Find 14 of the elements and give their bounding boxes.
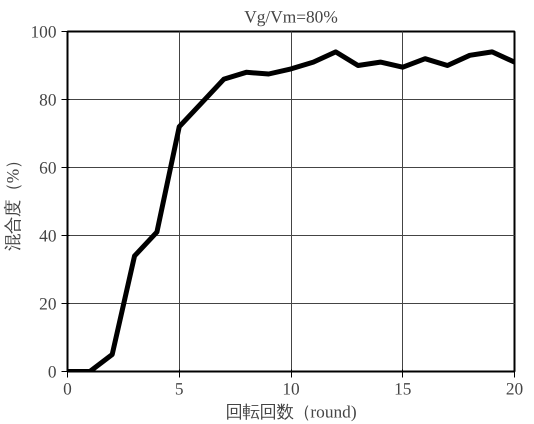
x-tick-label: 5 xyxy=(174,380,184,398)
x-tick-label: 15 xyxy=(394,380,412,398)
y-tick-label: 100 xyxy=(30,22,57,42)
y-tick-label: 40 xyxy=(39,226,56,246)
y-axis-title: 混合度（%） xyxy=(4,152,23,252)
chart-title: Vg/Vm=80% xyxy=(244,8,338,26)
x-tick-label: 0 xyxy=(63,380,72,398)
x-axis-title: 回転回数（round) xyxy=(225,402,357,422)
x-tick-label: 20 xyxy=(506,380,524,398)
y-tick-label: 20 xyxy=(39,294,56,314)
y-tick-label: 60 xyxy=(39,158,56,178)
y-tick-label: 0 xyxy=(48,362,57,382)
x-tick-label: 10 xyxy=(282,380,300,398)
y-tick-label: 80 xyxy=(39,90,56,110)
